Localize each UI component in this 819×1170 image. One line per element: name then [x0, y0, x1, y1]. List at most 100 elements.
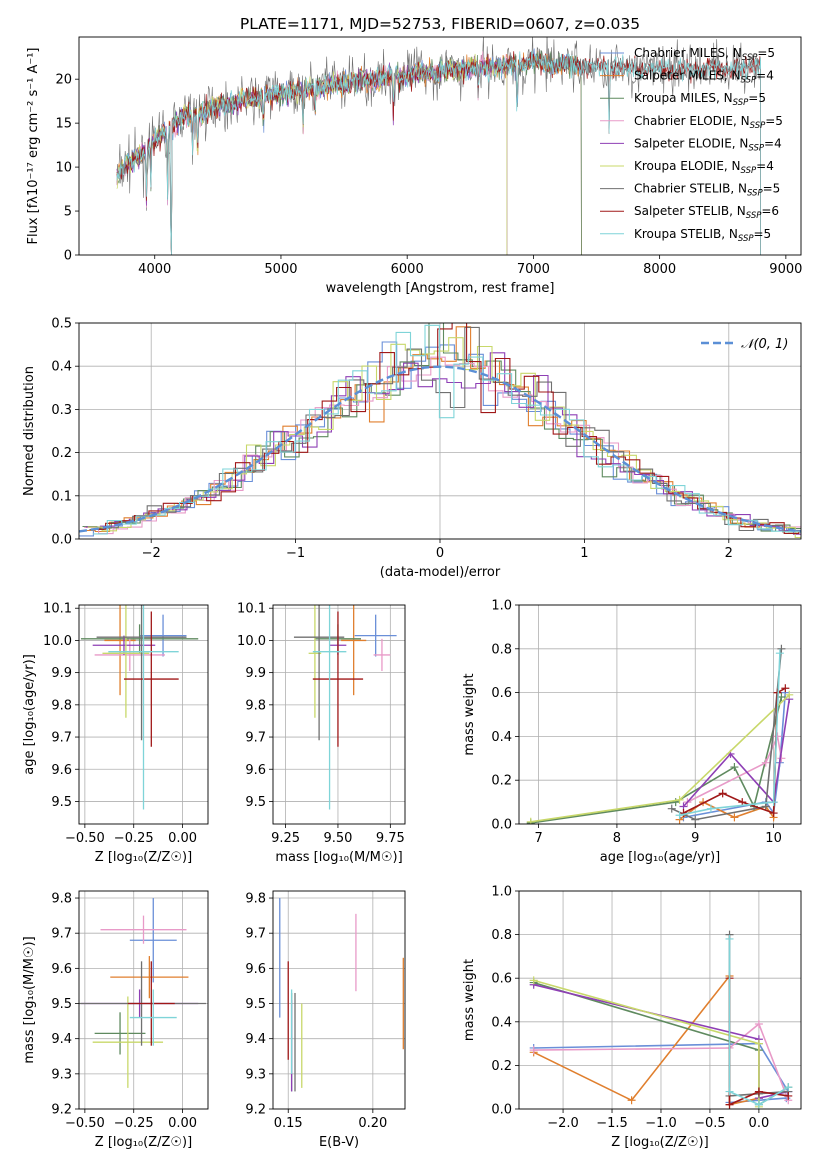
x-tick-label: 8: [613, 831, 621, 846]
plot-area: [80, 605, 199, 810]
y-tick-label: 9.9: [245, 666, 266, 681]
x-axis-label: Z [log₁₀(Z/Z☉)]: [611, 1135, 708, 1150]
y-tick-label: 9.2: [51, 1103, 72, 1118]
y-tick-label: 10.1: [43, 602, 72, 617]
weight-point: [675, 811, 684, 820]
y-tick-label: 0.2: [491, 1059, 512, 1074]
weight-point: [725, 934, 734, 943]
weight-point: [725, 1100, 734, 1109]
x-tick-label: 1: [580, 546, 588, 561]
weight-series-line: [683, 687, 786, 815]
y-tick-label: 9.3: [245, 1067, 266, 1082]
y-tick-label: 0.4: [51, 360, 72, 375]
y-axis-label: mass [log₁₀(M/M☉)]: [22, 936, 37, 1063]
axes-frame: [78, 604, 209, 825]
weight-point: [769, 798, 778, 807]
y-tick-label: 10.0: [43, 634, 72, 649]
plot-area: [79, 323, 801, 539]
weight-point: [784, 1083, 793, 1092]
x-tick-label: 5000: [264, 262, 297, 277]
x-tick-label: −1.5: [596, 1116, 628, 1131]
y-tick-label: 9.7: [51, 927, 72, 942]
x-tick-label: 9: [691, 831, 699, 846]
weight-point: [730, 763, 739, 772]
weight-point: [784, 1091, 793, 1100]
y-tick-label: 9.8: [245, 698, 266, 713]
weight-point: [777, 644, 786, 653]
x-tick-label: 9.50: [323, 831, 352, 846]
histogram-series: [89, 326, 801, 533]
y-tick-label: 10.1: [237, 602, 266, 617]
x-tick-label: 0.20: [358, 1116, 387, 1131]
panel-age_vs_mass: 9.25 9.50 9.75 9.5 9.6 9.7 9.8 9.9 10.0 10.1 mass …: [237, 602, 406, 865]
y-tick-label: 0.4: [491, 730, 512, 745]
x-tick-label: 0.0: [749, 1116, 770, 1131]
x-axis-label: Z [log₁₀(Z/Z☉)]: [95, 850, 192, 865]
x-tick-label: −0.25: [114, 831, 154, 846]
y-tick-label: 9.3: [51, 1067, 72, 1082]
y-tick-label: 0.4: [491, 1015, 512, 1030]
weight-point: [775, 649, 784, 658]
weight-point: [529, 976, 538, 985]
y-tick-label: 20: [55, 73, 72, 88]
y-tick-label: 10: [55, 161, 72, 176]
y-tick-label: 15: [55, 117, 72, 132]
y-tick-label: 9.7: [245, 927, 266, 942]
weight-point: [529, 1046, 538, 1055]
x-tick-label: −0.25: [114, 1116, 154, 1131]
y-tick-label: 0.5: [51, 317, 72, 332]
weight-point: [754, 1039, 763, 1048]
x-tick-label: −1.0: [645, 1116, 677, 1131]
plot-area: [293, 605, 397, 810]
x-tick-label: 2: [725, 546, 733, 561]
x-tick-label: 9000: [769, 262, 802, 277]
y-axis-label: mass weight: [462, 959, 477, 1041]
axes-frame: [272, 890, 406, 1110]
weight-point: [761, 758, 770, 767]
y-tick-label: 9.4: [51, 1032, 72, 1047]
weight-point: [773, 732, 782, 741]
y-tick-label: 9.2: [245, 1103, 266, 1118]
y-tick-label: 0.2: [51, 446, 72, 461]
panel-residuals: −2 −1 0 1 2 0.0 0.1 0.2 0.3 0.4 0.5 (data-model)/er…: [22, 317, 802, 580]
x-tick-label: 0.15: [274, 1116, 303, 1131]
axes-frame: [78, 890, 209, 1110]
legend-label: Salpeter MILES, NSSP=4: [634, 69, 774, 86]
y-tick-label: 9.8: [51, 698, 72, 713]
panel-mass_vs_Z: −0.50 −0.25 0.00 9.2 9.3 9.4 9.5 9.6 9.7 9.8 Z [lo…: [22, 890, 209, 1150]
legend-label: Chabrier MILES, NSSP=5: [634, 46, 775, 63]
y-tick-label: 9.6: [51, 763, 72, 778]
weight-point: [781, 684, 790, 693]
axes-frame: [518, 890, 802, 1110]
legend-label: Kroupa MILES, NSSP=5: [634, 91, 766, 108]
y-tick-label: 0.8: [491, 642, 512, 657]
y-tick-label: 9.5: [245, 997, 266, 1012]
y-tick-label: 0.6: [491, 686, 512, 701]
weight-series-line: [728, 939, 789, 1106]
y-tick-label: 9.5: [51, 997, 72, 1012]
x-tick-label: 10: [765, 831, 782, 846]
y-axis-label: Flux [fλ10⁻¹⁷ erg cm⁻² s⁻¹ A⁻¹]: [26, 48, 41, 245]
weight-point: [754, 1100, 763, 1109]
weight-point: [526, 817, 535, 824]
x-axis-label: mass [log₁₀(M/M☉)]: [275, 850, 402, 865]
axes-frame: [272, 604, 406, 825]
y-tick-label: 5: [64, 205, 72, 220]
plot-area: [529, 930, 793, 1109]
weight-series-line: [530, 694, 790, 823]
x-tick-label: 6000: [391, 262, 424, 277]
y-tick-label: 0.8: [491, 928, 512, 943]
y-tick-label: 0.6: [491, 972, 512, 987]
y-tick-label: 9.6: [245, 763, 266, 778]
plot-area: [79, 898, 207, 1088]
y-tick-label: 0.3: [51, 403, 72, 418]
weight-series-line: [679, 653, 781, 816]
spectrum-model-line: [116, 53, 761, 255]
legend-label: 𝒩(0, 1): [741, 337, 788, 352]
spectrum-model-line: [116, 50, 761, 255]
weight-point: [725, 1087, 734, 1096]
legend: Chabrier MILES, NSSP=5 Salpeter MILES, NS…: [600, 46, 783, 244]
x-axis-label: age [log₁₀(age/yr)]: [600, 850, 721, 865]
weight-point: [718, 789, 727, 798]
